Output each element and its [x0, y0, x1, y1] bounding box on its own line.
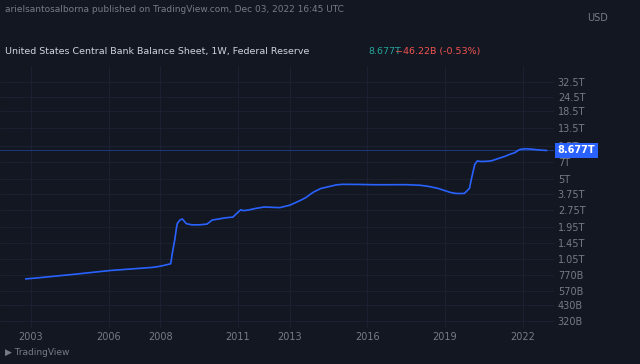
Text: USD: USD: [588, 13, 609, 23]
Text: arielsantosalborna published on TradingView.com, Dec 03, 2022 16:45 UTC: arielsantosalborna published on TradingV…: [5, 5, 344, 15]
Text: 8.677T: 8.677T: [558, 146, 595, 155]
Text: 8.677T: 8.677T: [368, 47, 401, 56]
Text: ▶ TradingView: ▶ TradingView: [5, 348, 70, 357]
Text: United States Central Bank Balance Sheet, 1W, Federal Reserve: United States Central Bank Balance Sheet…: [5, 47, 316, 56]
Text: −46.22B (-0.53%): −46.22B (-0.53%): [395, 47, 480, 56]
